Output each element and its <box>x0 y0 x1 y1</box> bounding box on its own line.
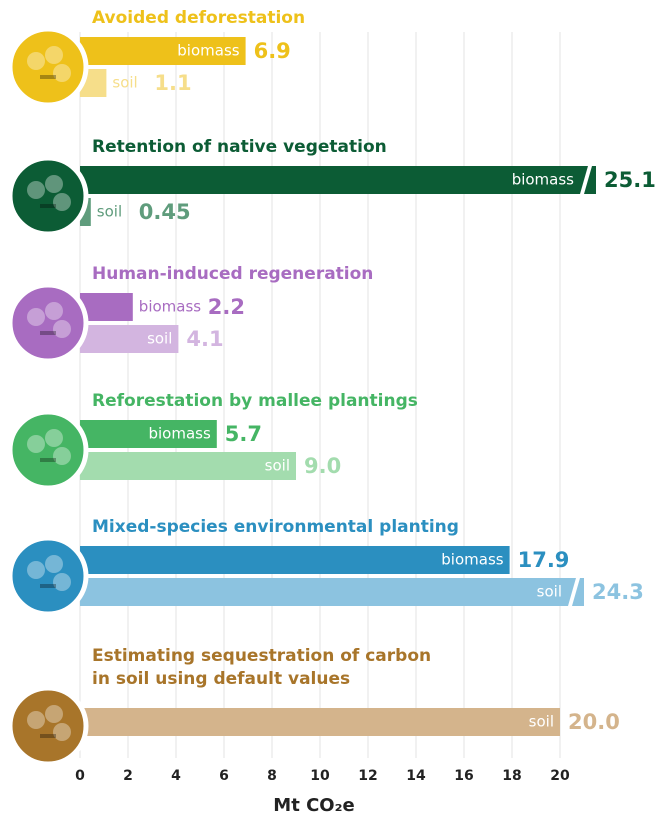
bar <box>80 708 560 736</box>
icon-shape <box>27 181 45 199</box>
icon-circle <box>10 285 86 361</box>
series-label: soil <box>265 457 290 475</box>
x-axis-label: Mt CO₂e <box>273 795 354 816</box>
group-title: Mixed-species environmental planting <box>92 517 459 537</box>
icon-shape <box>53 573 71 591</box>
x-tick-label: 2 <box>123 768 133 784</box>
icon-shape <box>45 705 63 723</box>
series-label: biomass <box>148 425 210 443</box>
icon-shape <box>53 447 71 465</box>
value-label: 6.9 <box>254 39 291 63</box>
chart: Mt CO₂e 0 2 4 6 8 10 12 14 16 18 20 Avoided defores… <box>0 0 667 823</box>
x-tick-label: 14 <box>406 768 426 784</box>
icon-shape <box>53 320 71 338</box>
group-title: Avoided deforestation <box>92 8 305 28</box>
icon-shape <box>53 64 71 82</box>
value-label: 1.1 <box>154 71 191 95</box>
icon-circle <box>10 158 86 234</box>
value-label: 4.1 <box>186 327 223 351</box>
icon-shape <box>40 584 56 588</box>
icon-shape <box>27 308 45 326</box>
bar <box>80 578 584 606</box>
icon-shape <box>27 435 45 453</box>
x-tick-label: 8 <box>267 768 277 784</box>
value-label: 9.0 <box>304 454 341 478</box>
value-label: 25.1 <box>604 168 656 192</box>
icon-shape <box>27 711 45 729</box>
x-tick-label: 16 <box>454 768 473 784</box>
x-tick-label: 20 <box>550 768 570 784</box>
icon-shape <box>45 429 63 447</box>
series-label: soil <box>97 203 122 221</box>
series-label: soil <box>537 583 562 601</box>
icon-shape <box>27 52 45 70</box>
x-tick-label: 4 <box>171 768 181 784</box>
icon-shape <box>45 46 63 64</box>
series-label: biomass <box>177 42 239 60</box>
series-label: biomass <box>139 298 201 316</box>
bar <box>80 452 296 480</box>
group-title: Reforestation by mallee plantings <box>92 391 418 411</box>
value-label: 0.45 <box>139 200 191 224</box>
icon-shape <box>27 561 45 579</box>
value-label: 20.0 <box>568 710 620 734</box>
series-label: biomass <box>512 171 574 189</box>
group-title: Human-induced regeneration <box>92 264 373 284</box>
icon-shape <box>45 555 63 573</box>
icon-circle <box>10 412 86 488</box>
group-title: Estimating sequestration of carbon in soi… <box>92 646 431 689</box>
series-label: soil <box>112 74 137 92</box>
icon-shape <box>40 75 56 79</box>
icon-shape <box>45 302 63 320</box>
value-label: 17.9 <box>518 548 570 572</box>
icon-shape <box>53 723 71 741</box>
series-label: biomass <box>441 551 503 569</box>
series-label: soil <box>147 330 172 348</box>
icon-circle <box>10 29 86 105</box>
value-label: 2.2 <box>208 295 245 319</box>
value-label: 5.7 <box>225 422 262 446</box>
x-tick-label: 0 <box>75 768 85 784</box>
group-title: Retention of native vegetation <box>92 137 387 157</box>
x-tick-label: 10 <box>310 768 330 784</box>
icon-shape <box>40 734 56 738</box>
value-label: 24.3 <box>592 580 644 604</box>
icon-shape <box>40 331 56 335</box>
icon-circle <box>10 688 86 764</box>
x-tick-label: 12 <box>358 768 377 784</box>
icon-shape <box>40 204 56 208</box>
x-tick-label: 18 <box>502 768 521 784</box>
icon-circle <box>10 538 86 614</box>
icon-shape <box>53 193 71 211</box>
title-line: Estimating sequestration of carbon <box>92 646 431 666</box>
icon-shape <box>45 175 63 193</box>
title-line: in soil using default values <box>92 669 350 689</box>
series-label: soil <box>529 713 554 731</box>
x-tick-label: 6 <box>219 768 229 784</box>
icon-shape <box>40 458 56 462</box>
